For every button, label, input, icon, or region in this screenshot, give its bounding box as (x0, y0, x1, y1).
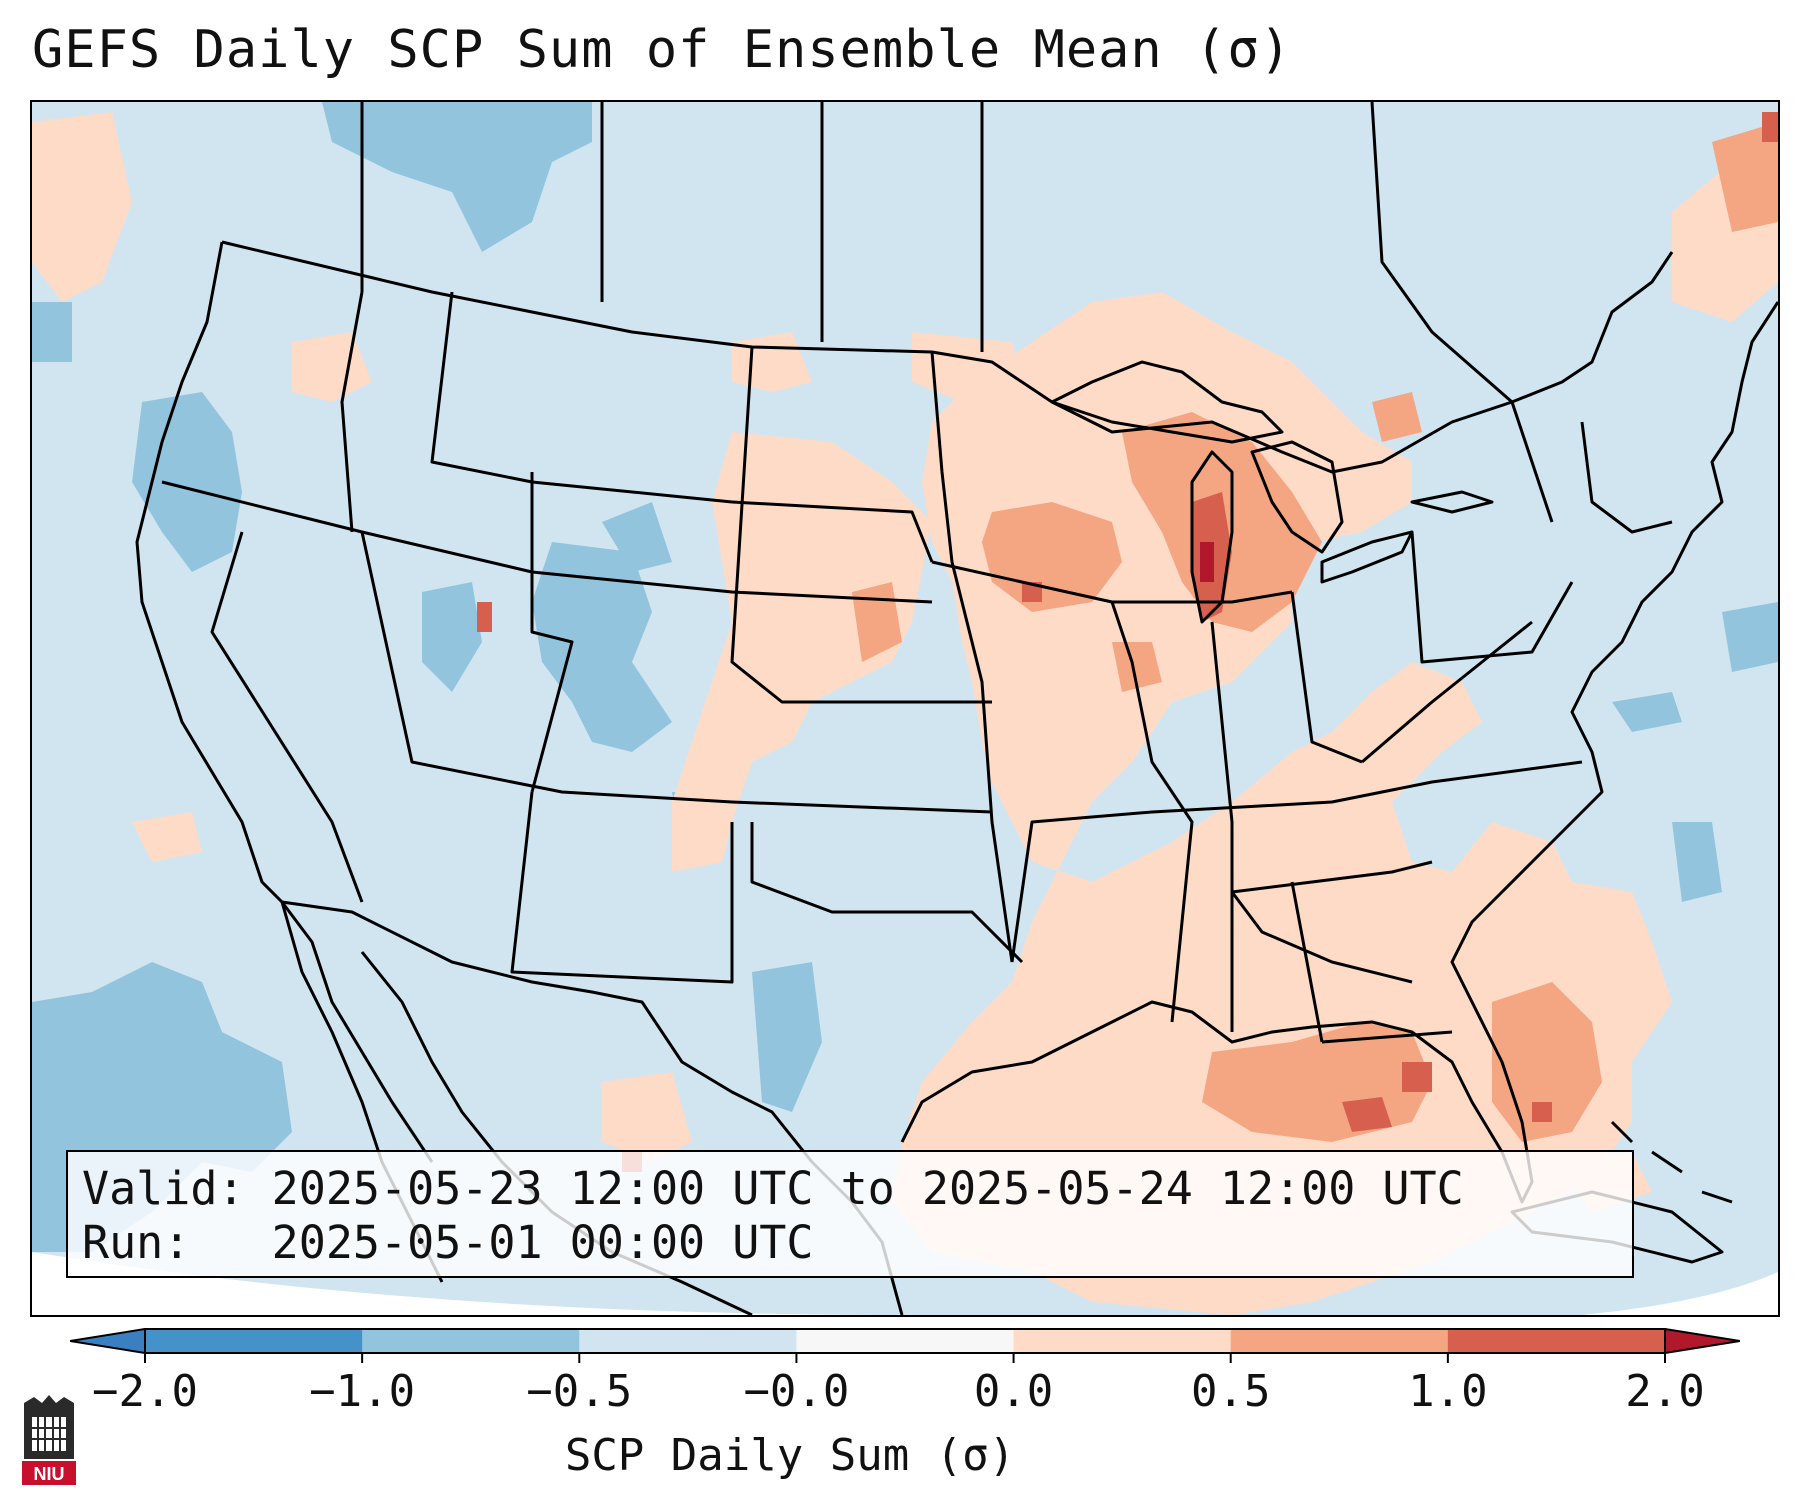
colorbar-tick-label: −2.0 (92, 1366, 198, 1417)
colorbar-outline (144, 1328, 1666, 1354)
state-border (360, 531, 993, 814)
province-border (1370, 102, 1513, 404)
state-border (210, 531, 364, 903)
colorbar-left-extension (70, 1328, 146, 1354)
lake-huron (1250, 440, 1344, 554)
colorbar-ticks (144, 1353, 1666, 1363)
colorbar-bin (70, 1329, 145, 1353)
colorbar-bin (579, 1329, 797, 1353)
colorbar-tick-label: 2.0 (1625, 1366, 1705, 1417)
lake-superior (1050, 360, 1284, 444)
state-border (1361, 620, 1533, 764)
state-border (931, 560, 1293, 604)
out-of-domain-corner (1582, 1272, 1778, 1315)
state-border (1231, 860, 1433, 894)
colorbar-tick-label: −0.5 (526, 1366, 633, 1417)
colorbar-bin (1665, 1329, 1740, 1353)
colorbar-tick-label: 0.0 (973, 1366, 1054, 1417)
colorbar-bin (145, 1329, 363, 1353)
state-border (750, 822, 1024, 964)
colorbar-tick-label: 0.5 (1190, 1366, 1271, 1417)
state-border (1210, 621, 1234, 1032)
out-of-domain-corner (32, 1252, 932, 1315)
colorbar-tick-label: −1.0 (309, 1366, 416, 1417)
state-border (1580, 421, 1673, 534)
state-border (530, 472, 574, 793)
state-border (1510, 401, 1554, 523)
state-border (430, 291, 733, 504)
state-border (510, 791, 734, 984)
validity-info-box: Valid: 2025-05-23 12:00 UTC to 2025-05-2… (66, 1150, 1634, 1278)
page-title: GEFS Daily SCP Sum of Ensemble Mean (σ) (32, 20, 1292, 80)
state-border (1230, 891, 1413, 984)
lake-ontario (1410, 490, 1494, 514)
state-border (731, 500, 934, 563)
colorbar-bins (70, 1329, 1740, 1353)
state-border (930, 351, 1014, 963)
niu-logo: NIU (22, 1395, 76, 1485)
colorbar-label: SCP Daily Sum (σ) (564, 1430, 1016, 1481)
lake-michigan (1190, 450, 1234, 624)
valid-time-line: Valid: 2025-05-23 12:00 UTC to 2025-05-2… (82, 1162, 1464, 1215)
colorbar-tick-label: 1.0 (1408, 1366, 1488, 1417)
bahamas-outline (1610, 1120, 1733, 1204)
colorbar-bin (1447, 1329, 1666, 1353)
colorbar-right-extension (1664, 1328, 1740, 1354)
niu-logo-text: NIU (34, 1464, 65, 1484)
west-coast (135, 241, 434, 1163)
state-border (730, 346, 992, 704)
state-border (1410, 531, 1574, 664)
colorbar-bin (362, 1329, 580, 1353)
colorbar-bin (1230, 1329, 1449, 1353)
run-time-line: Run: 2025-05-01 00:00 UTC (82, 1216, 814, 1269)
map-frame (30, 100, 1780, 1317)
state-border (1010, 760, 1583, 963)
lake-erie (1320, 530, 1414, 584)
map-plot (32, 102, 1778, 1315)
colorbar-tick-label: −0.0 (743, 1366, 850, 1417)
state-border (1110, 601, 1194, 1023)
extreme-positive-regions (1200, 542, 1214, 582)
state-border (1290, 881, 1324, 1043)
colorbar-bin (1013, 1329, 1232, 1353)
state-border (1290, 591, 1363, 764)
colorbar-bin (796, 1329, 1015, 1353)
state-border (1321, 1030, 1453, 1044)
colorbar (70, 1328, 1740, 1363)
state-border (340, 291, 364, 533)
